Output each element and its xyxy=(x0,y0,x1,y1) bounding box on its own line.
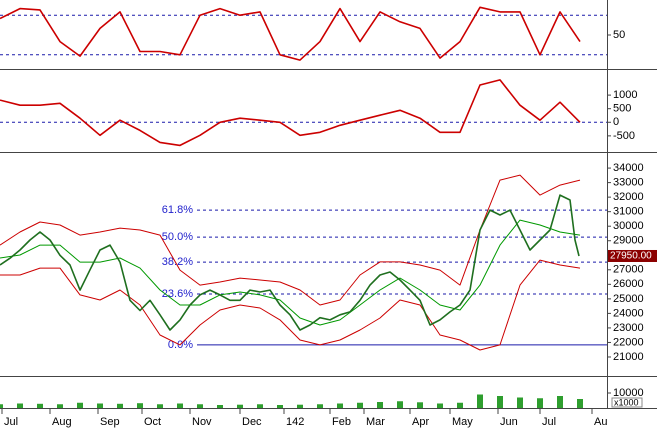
x-tick-label: Jun xyxy=(500,416,518,428)
y-tick-label: 1000 xyxy=(613,89,637,101)
y-tick-label: 26000 xyxy=(613,278,644,290)
volume-bar xyxy=(297,404,303,408)
y-tick-label: 31000 xyxy=(613,206,644,218)
volume-bar xyxy=(457,402,463,408)
x-tick-label: Jul xyxy=(542,416,556,428)
volume-bar xyxy=(517,397,523,408)
x-tick-label: 142 xyxy=(286,416,304,428)
volume-bar xyxy=(397,401,403,408)
y-tick-label: 29000 xyxy=(613,235,644,247)
y-tick-label: 10000 xyxy=(613,387,644,399)
level-label: 61.8% xyxy=(162,204,193,216)
y-tick-label: 34000 xyxy=(613,162,644,174)
y-tick-label: -500 xyxy=(613,130,635,142)
volume-bar xyxy=(157,404,163,408)
x-tick-label: Au xyxy=(594,416,607,428)
volume-bar xyxy=(377,402,383,408)
y-tick-label: 25000 xyxy=(613,293,644,305)
x-tick-label: Dec xyxy=(242,416,262,428)
level-label: 38.2% xyxy=(162,256,193,268)
y-tick-label: 500 xyxy=(613,103,631,115)
series-line xyxy=(0,219,581,326)
volume-bar xyxy=(337,403,343,408)
y-tick-label: 30000 xyxy=(613,220,644,232)
volume-bar xyxy=(357,402,363,408)
x-tick-label: Feb xyxy=(332,416,351,428)
x-tick-label: Mar xyxy=(366,416,385,428)
volume-bar xyxy=(77,402,83,408)
volume-bar xyxy=(177,403,183,408)
volume-bar xyxy=(477,394,483,408)
volume-bar xyxy=(37,403,43,408)
y-tick-label: 22000 xyxy=(613,336,644,348)
volume-bar xyxy=(577,399,583,408)
y-tick-label: 0 xyxy=(613,116,619,128)
volume-bar xyxy=(217,405,223,408)
y-tick-label: 32000 xyxy=(613,191,644,203)
y-tick-label: 21000 xyxy=(613,351,644,363)
volume-bar xyxy=(237,404,243,408)
volume-bar xyxy=(97,403,103,408)
level-label: 23.6% xyxy=(162,288,193,300)
level-label: 50.0% xyxy=(162,231,193,243)
x-tick-label: May xyxy=(452,416,473,428)
unit-box xyxy=(611,397,643,408)
x-tick-label: Nov xyxy=(192,416,212,428)
volume-bar xyxy=(437,403,443,408)
series-line xyxy=(0,259,581,351)
volume-bar xyxy=(417,402,423,408)
volume-bar xyxy=(17,403,23,408)
x-tick-label: Aug xyxy=(52,416,72,428)
series-line xyxy=(0,6,581,61)
price-tag xyxy=(608,249,657,262)
x-tick-label: Sep xyxy=(100,416,120,428)
series-line xyxy=(0,79,581,147)
price-tag-label: 27950.00 xyxy=(610,251,652,262)
y-tick-label: 50 xyxy=(613,29,625,41)
y-tick-label: 33000 xyxy=(613,177,644,189)
series-line xyxy=(0,194,580,331)
volume-bar xyxy=(497,396,503,408)
x-tick-label: Oct xyxy=(144,416,161,428)
volume-bar xyxy=(197,404,203,408)
volume-bar xyxy=(557,396,563,408)
y-tick-label: 27000 xyxy=(613,264,644,276)
y-tick-label: 24000 xyxy=(613,307,644,319)
x-tick-label: Apr xyxy=(412,416,429,428)
y-unit: x1000 xyxy=(614,397,639,407)
volume-bar xyxy=(0,404,3,408)
volume-bar xyxy=(257,404,263,408)
y-tick-label: 23000 xyxy=(613,322,644,334)
volume-bar xyxy=(137,403,143,408)
volume-bar xyxy=(117,403,123,408)
volume-bar xyxy=(317,404,323,408)
volume-bar xyxy=(537,398,543,408)
volume-bar xyxy=(277,405,283,408)
x-tick-label: Jul xyxy=(4,416,18,428)
volume-bar xyxy=(57,404,63,408)
